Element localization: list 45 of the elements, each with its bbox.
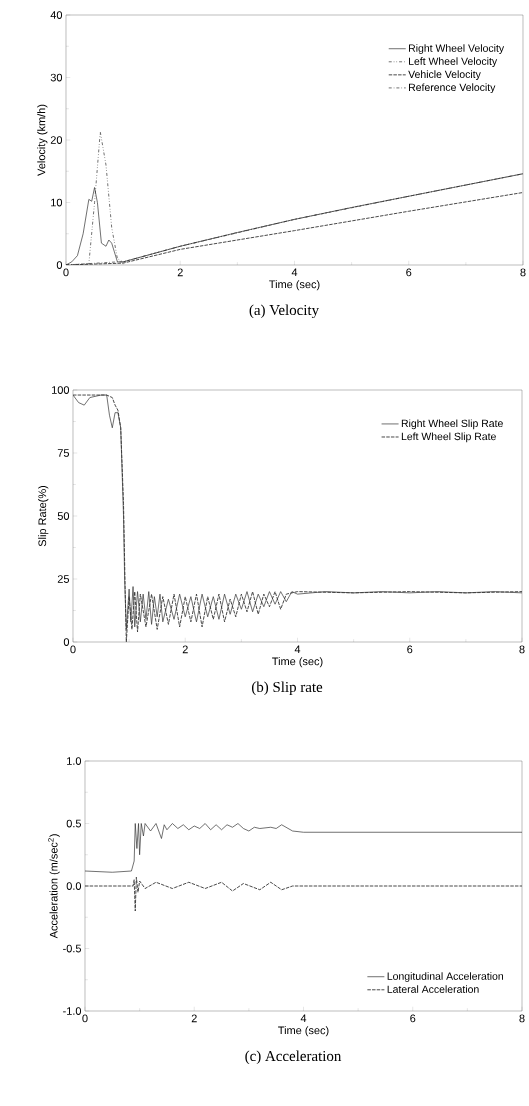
- legend-label: Left Wheel Velocity: [408, 57, 497, 67]
- x-tick-label: 8: [520, 268, 526, 277]
- text: (c) Acceleration: [245, 1050, 341, 1065]
- y-tick-label: 40: [50, 11, 62, 19]
- y-axis-title: Velocity (km/h): [37, 104, 48, 176]
- x-tick-label: 2: [191, 1014, 197, 1023]
- x-axis-title: Time (sec): [277, 1026, 329, 1037]
- legend-label: Right Wheel Slip Rate: [401, 419, 503, 430]
- x-tick-label: 4: [300, 1014, 307, 1023]
- legend-label: Right Wheel Velocity: [408, 44, 504, 54]
- x-tick-label: 2: [182, 645, 188, 654]
- x-tick-label: 0: [82, 1014, 88, 1023]
- text: (b) Slip rate: [251, 681, 322, 696]
- y-axis-title: Acceleration (m/sec$^{2}$): [47, 834, 60, 939]
- y-tick-label: 0: [63, 638, 69, 646]
- x-tick-label: 6: [406, 268, 412, 277]
- x-axis-title: Time (sec): [268, 280, 320, 291]
- y-tick-label: 100: [51, 386, 69, 394]
- x-tick-label: 8: [519, 1014, 525, 1023]
- x-tick-label: 4: [294, 645, 301, 654]
- y-tick-label: 20: [50, 136, 62, 144]
- x-tick-label: 6: [407, 645, 413, 654]
- text: (a) Velocity: [249, 304, 319, 319]
- y-tick-label: 30: [50, 73, 62, 82]
- y-tick-label: 0: [56, 261, 62, 269]
- legend-label: Lateral Acceleration: [387, 985, 479, 993]
- y-tick-label: -0.5: [62, 944, 81, 953]
- y-tick-label: 0.0: [66, 882, 81, 890]
- y-tick-label: 75: [57, 449, 69, 457]
- y-tick-label: 1.0: [66, 757, 81, 765]
- legend-label: Vehicle Velocity: [408, 70, 481, 81]
- x-axis-title: Time (sec): [271, 657, 323, 668]
- legend-label: Reference Velocity: [408, 83, 496, 94]
- x-tick-label: 8: [519, 645, 525, 654]
- x-tick-label: 6: [410, 1014, 416, 1023]
- y-tick-label: 25: [57, 575, 69, 583]
- y-tick-label: 0.5: [66, 819, 81, 828]
- x-tick-label: 4: [291, 268, 298, 277]
- legend-label: Left Wheel Slip Rate: [401, 432, 496, 443]
- y-axis-title: Slip Rate(%): [37, 485, 49, 547]
- y-tick-label: 50: [57, 512, 69, 520]
- y-tick-label: -1.0: [62, 1007, 81, 1015]
- legend-label: Longitudinal Acceleration: [387, 972, 503, 982]
- x-tick-label: 2: [177, 268, 183, 277]
- y-tick-label: 10: [50, 198, 62, 207]
